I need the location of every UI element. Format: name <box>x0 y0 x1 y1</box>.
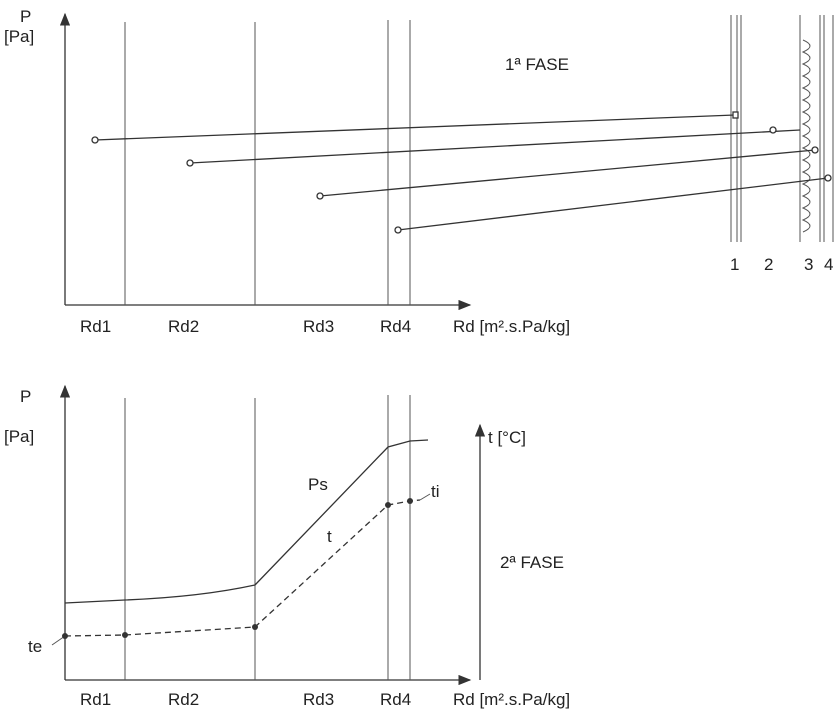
x-label: Rd1 <box>80 690 111 709</box>
layer-label: 2 <box>764 255 773 274</box>
phase-label: 1ª FASE <box>505 55 569 74</box>
x-axis-label: Rd [m².s.Pa/kg] <box>453 317 570 336</box>
axis-unit: [Pa] <box>4 27 34 46</box>
layer-lines <box>125 20 410 305</box>
phase-label: 2ª FASE <box>500 553 564 572</box>
connector-lines <box>92 112 831 233</box>
diagram: P [Pa] 1ª FASE 1 2 3 4 Rd1 Rd2 Rd3 Rd4 R… <box>0 0 835 711</box>
wall-section <box>731 15 833 242</box>
axis-unit: [Pa] <box>4 427 34 446</box>
t-points <box>62 498 413 639</box>
ps-curve <box>65 440 428 603</box>
x-label: Rd3 <box>303 690 334 709</box>
right-axis-label: t [°C] <box>488 428 526 447</box>
leader <box>52 494 430 645</box>
curve-label: t <box>327 527 332 546</box>
x-label: Rd3 <box>303 317 334 336</box>
x-label: Rd4 <box>380 317 411 336</box>
layer-label: 1 <box>730 255 739 274</box>
bottom-diagram: P [Pa] t [°C] Ps t ti te 2ª FASE Rd1 Rd2… <box>4 386 570 709</box>
layer-lines <box>125 395 410 680</box>
t-curve <box>65 500 420 636</box>
x-axis-label: Rd [m².s.Pa/kg] <box>453 690 570 709</box>
curve-label: te <box>28 637 42 656</box>
layer-label: 4 <box>824 255 833 274</box>
axis-symbol: P <box>20 7 31 26</box>
axis-symbol: P <box>20 387 31 406</box>
x-label: Rd1 <box>80 317 111 336</box>
x-label: Rd4 <box>380 690 411 709</box>
x-label: Rd2 <box>168 690 199 709</box>
top-diagram: P [Pa] 1ª FASE 1 2 3 4 Rd1 Rd2 Rd3 Rd4 R… <box>4 7 833 336</box>
x-label: Rd2 <box>168 317 199 336</box>
curve-label: Ps <box>308 475 328 494</box>
curve-label: ti <box>431 482 440 501</box>
layer-label: 3 <box>804 255 813 274</box>
